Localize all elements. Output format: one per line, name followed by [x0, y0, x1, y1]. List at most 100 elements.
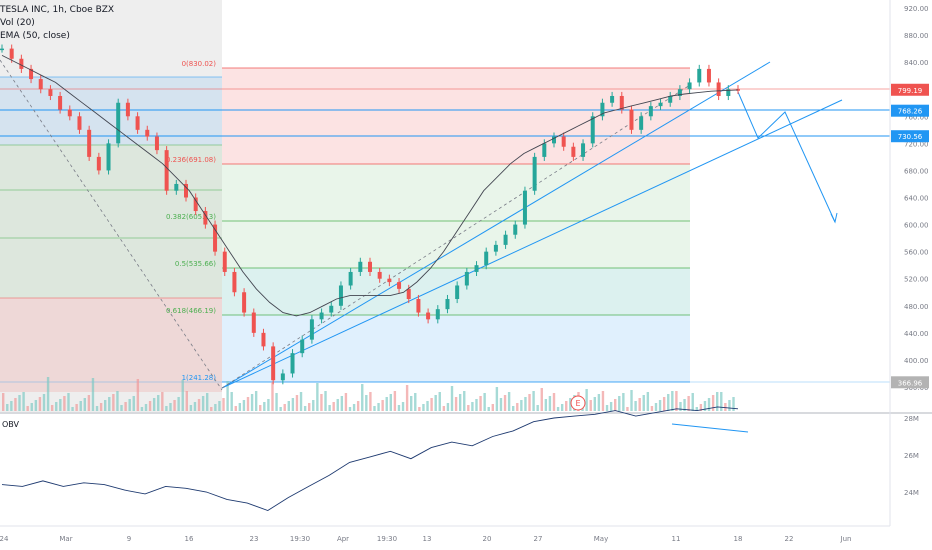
- candle-body: [697, 68, 702, 83]
- price-tick-label: 520.00: [904, 276, 929, 284]
- candle-body: [338, 285, 343, 306]
- candle-body: [300, 339, 305, 354]
- candle-body: [116, 102, 121, 144]
- volume-bar: [491, 404, 494, 411]
- projection-arrow-head: [830, 212, 838, 224]
- volume-bar: [532, 391, 535, 411]
- volume-bar: [597, 394, 601, 411]
- volume-bar: [336, 399, 339, 411]
- candle-body: [261, 332, 266, 347]
- price-badge[interactable]: [891, 104, 929, 117]
- volume-bar: [389, 394, 392, 411]
- volume-bar: [157, 395, 160, 411]
- volume-bar: [328, 405, 331, 411]
- volume-bar: [381, 400, 384, 411]
- candle-body: [503, 234, 508, 245]
- candle-body: [445, 299, 450, 310]
- volume-bar: [369, 392, 372, 411]
- candle-body: [484, 251, 489, 266]
- volume-bar: [512, 406, 515, 411]
- volume-bar: [728, 400, 731, 411]
- fib-blue-zone-left: [0, 77, 222, 145]
- volume-bar: [279, 407, 282, 411]
- earnings-marker-circle[interactable]: [570, 395, 586, 411]
- fib-level-label: 0(830.02): [182, 60, 217, 68]
- volume-bar: [552, 393, 556, 411]
- price-badge-label: 768.26: [898, 108, 923, 116]
- volume-bar: [605, 405, 609, 411]
- price-tick-label: 720.00: [904, 140, 929, 148]
- volume-bar: [344, 393, 348, 411]
- volume-bar: [124, 402, 127, 411]
- volume-bar: [316, 383, 319, 411]
- volume-bar: [71, 407, 74, 411]
- candle-body: [213, 224, 218, 252]
- price-badge[interactable]: [891, 130, 929, 143]
- volume-bar: [161, 392, 164, 411]
- candle-body: [377, 271, 382, 279]
- candle-body: [522, 190, 527, 225]
- price-tick-label: 680.00: [904, 167, 929, 175]
- volume-bar: [348, 407, 352, 411]
- volume-bar: [332, 402, 335, 411]
- candle-body: [610, 95, 615, 103]
- fib-red-zone-left: [0, 298, 222, 392]
- volume-bar: [112, 394, 115, 411]
- volume-bar: [650, 406, 654, 411]
- earnings-marker-letter[interactable]: E: [575, 399, 580, 408]
- volume-bar: [675, 391, 678, 411]
- candle-body: [125, 102, 130, 117]
- price-badge[interactable]: [891, 83, 929, 96]
- volume-bar: [38, 397, 42, 411]
- volume-bar: [63, 396, 66, 411]
- time-tick-label: 22: [785, 535, 794, 543]
- volume-bar: [234, 406, 237, 411]
- candle-body: [619, 95, 624, 110]
- candle-body: [106, 143, 111, 171]
- price-tick-label: 480.00: [904, 303, 929, 311]
- volume-bar: [467, 405, 470, 411]
- time-tick-label: 20: [483, 535, 492, 543]
- candle-body: [280, 373, 285, 381]
- volume-bar: [222, 398, 225, 411]
- volume-bar: [646, 392, 650, 411]
- candle-body: [474, 265, 479, 272]
- volume-bar: [528, 394, 531, 411]
- candle-body: [184, 183, 188, 198]
- volume-bar: [671, 391, 674, 411]
- volume-bar: [75, 404, 78, 411]
- volume-bar: [430, 398, 433, 411]
- price-tick-label: 400.00: [904, 357, 929, 365]
- price-badge-label: 366.96: [898, 379, 923, 387]
- volume-bar: [503, 395, 507, 411]
- projection-path[interactable]: [737, 91, 836, 223]
- price-badge[interactable]: [891, 376, 929, 389]
- volume-bar: [242, 400, 246, 411]
- volume-bar: [601, 391, 605, 411]
- volume-bar: [6, 404, 9, 411]
- volume-bar: [495, 387, 499, 411]
- time-tick-label: 9: [127, 535, 131, 543]
- volume-bar: [340, 396, 344, 411]
- volume-bar: [120, 405, 123, 411]
- candle-body: [648, 106, 653, 117]
- trendline-lower[interactable]: [221, 99, 843, 389]
- time-tick-label: 23: [250, 535, 259, 543]
- candle-body: [716, 82, 721, 96]
- time-tick-label: 18: [734, 535, 743, 543]
- obv-trendline[interactable]: [671, 423, 749, 433]
- candle-body: [397, 282, 402, 289]
- volume-bar: [230, 392, 233, 411]
- volume-bar: [291, 398, 295, 411]
- price-tick-label: 880.00: [904, 32, 929, 40]
- candle-body: [561, 136, 566, 147]
- volume-bar: [434, 395, 437, 411]
- chart-legend: TESLA INC, 1h, Cboe BZX Vol (20) EMA (50…: [0, 4, 114, 43]
- volume-bar: [246, 397, 250, 411]
- volume-bar: [283, 404, 286, 411]
- volume-bar: [210, 407, 213, 411]
- volume-bar: [642, 395, 645, 411]
- volume-bar: [454, 397, 458, 411]
- volume-bar: [87, 395, 91, 411]
